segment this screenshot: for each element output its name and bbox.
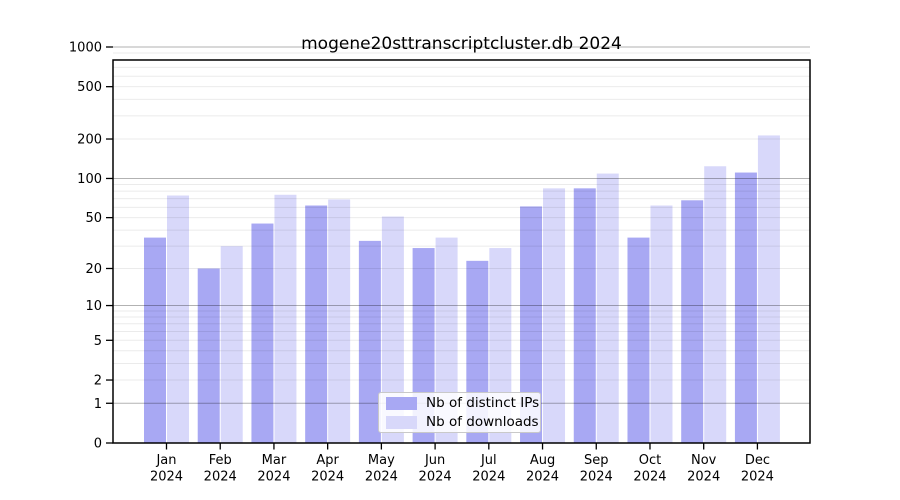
y-tick-label: 2 xyxy=(94,374,102,389)
y-tick-label: 50 xyxy=(85,211,102,226)
x-tick-label-month: Jul xyxy=(480,453,497,468)
x-tick-label-year: 2024 xyxy=(526,470,559,485)
bar-apr-downloads xyxy=(328,199,351,443)
bar-dec-distinct-ips xyxy=(734,172,757,443)
y-tick-label: 10 xyxy=(85,299,102,314)
x-tick-label-year: 2024 xyxy=(633,470,666,485)
x-tick-label-month: Sep xyxy=(584,453,609,468)
bar-feb-distinct-ips xyxy=(197,268,220,443)
bar-jan-downloads xyxy=(167,195,189,443)
bar-nov-distinct-ips xyxy=(681,200,704,443)
bar-apr-distinct-ips xyxy=(305,205,328,443)
x-tick-label-year: 2024 xyxy=(419,470,452,485)
x-tick-label-month: May xyxy=(368,453,395,468)
x-tick-label-year: 2024 xyxy=(741,470,774,485)
legend-swatch-downloads xyxy=(386,415,417,429)
bar-oct-downloads xyxy=(650,205,673,443)
y-tick-label: 500 xyxy=(77,80,102,95)
x-tick-label-year: 2024 xyxy=(150,470,183,485)
chart-legend: Nb of distinct IPs Nb of downloads xyxy=(378,392,541,433)
bar-nov-downloads xyxy=(704,166,727,443)
x-tick-label-year: 2024 xyxy=(365,470,398,485)
x-tick-label-year: 2024 xyxy=(472,470,505,485)
y-tick-label: 1000 xyxy=(69,41,102,56)
bar-jun-downloads xyxy=(435,237,458,443)
x-tick-label-month: Apr xyxy=(316,453,339,468)
legend-label-downloads: Nb of downloads xyxy=(426,414,539,430)
y-tick-label: 0 xyxy=(94,437,102,452)
x-tick-label-year: 2024 xyxy=(204,470,237,485)
bar-aug-downloads xyxy=(543,188,566,443)
bar-sep-distinct-ips xyxy=(573,188,596,443)
y-tick-label: 1 xyxy=(94,397,102,412)
legend-item-distinct-ips: Nb of distinct IPs xyxy=(386,395,539,411)
bar-feb-downloads xyxy=(220,246,243,443)
legend-item-downloads: Nb of downloads xyxy=(386,414,539,430)
chart-title: mogene20sttranscriptcluster.db 2024 xyxy=(301,34,622,54)
bar-may-distinct-ips xyxy=(358,240,381,443)
x-tick-label-year: 2024 xyxy=(687,470,720,485)
legend-swatch-distinct-ips xyxy=(386,396,417,410)
y-tick-label: 20 xyxy=(85,262,102,277)
x-tick-label-month: Nov xyxy=(691,453,717,468)
x-tick-label-year: 2024 xyxy=(580,470,613,485)
bar-jan-distinct-ips xyxy=(144,237,166,443)
legend-label-distinct-ips: Nb of distinct IPs xyxy=(426,395,540,411)
x-tick-label-month: Mar xyxy=(262,453,287,468)
x-tick-label-month: Jan xyxy=(155,453,176,468)
x-tick-label-month: Jun xyxy=(424,453,445,468)
x-tick-label-year: 2024 xyxy=(257,470,290,485)
x-tick-label-month: Dec xyxy=(745,453,770,468)
y-tick-label: 5 xyxy=(94,334,102,349)
x-tick-label-year: 2024 xyxy=(311,470,344,485)
bar-may-downloads xyxy=(381,216,404,443)
x-tick-label-month: Oct xyxy=(639,453,661,468)
bar-mar-downloads xyxy=(274,194,297,443)
bar-aug-distinct-ips xyxy=(520,206,543,443)
plot-border xyxy=(112,59,811,444)
y-tick-label: 200 xyxy=(77,133,102,148)
bar-sep-downloads xyxy=(596,173,619,444)
x-tick-label-month: Feb xyxy=(209,453,232,468)
bar-dec-downloads xyxy=(757,135,780,444)
bar-oct-distinct-ips xyxy=(627,237,650,443)
bar-mar-distinct-ips xyxy=(251,223,274,443)
x-tick-label-month: Aug xyxy=(530,453,555,468)
y-tick-label: 100 xyxy=(77,172,102,187)
